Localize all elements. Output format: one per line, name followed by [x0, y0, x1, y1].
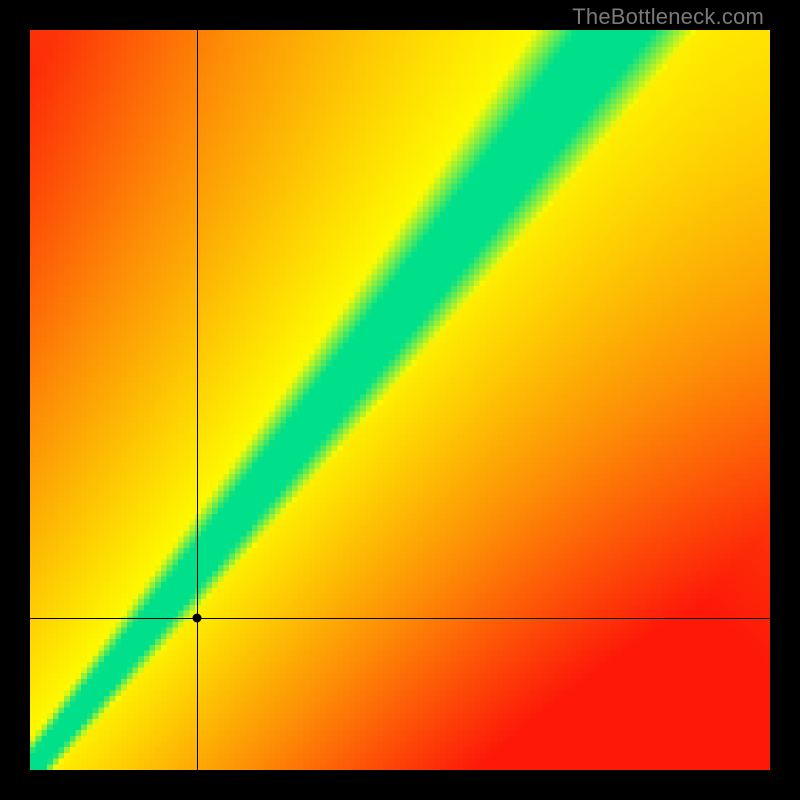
- crosshair-vertical: [197, 30, 198, 770]
- benchmark-point-marker: [192, 614, 201, 623]
- heatmap-canvas: [30, 30, 770, 770]
- crosshair-horizontal: [30, 618, 770, 619]
- watermark-text: TheBottleneck.com: [572, 4, 764, 30]
- bottleneck-heatmap: [30, 30, 770, 770]
